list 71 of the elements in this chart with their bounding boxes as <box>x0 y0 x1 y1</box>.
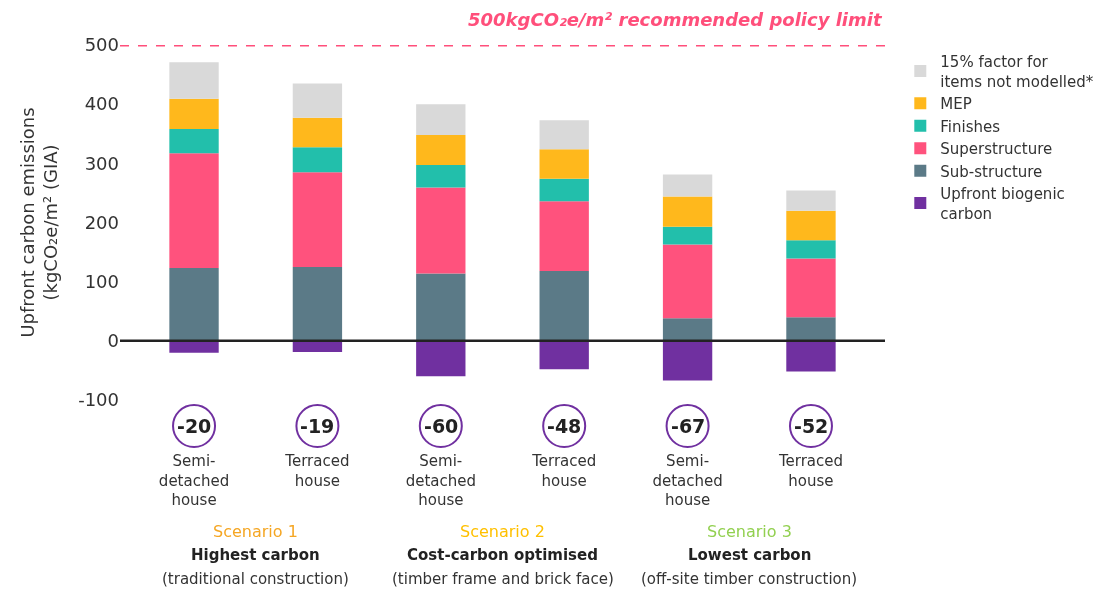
bar <box>662 174 713 197</box>
bar <box>662 244 713 319</box>
text: (timber frame and brick face) <box>392 570 614 588</box>
bar <box>416 340 466 377</box>
bar <box>786 340 836 372</box>
bar <box>786 210 836 241</box>
bar <box>539 271 589 341</box>
y-tick-label: 500 <box>84 34 119 56</box>
bar <box>292 266 343 341</box>
bar <box>292 117 343 148</box>
bar <box>292 83 343 118</box>
legend-label: 15% factor for items not modelled* <box>940 53 1094 91</box>
bar <box>416 165 466 188</box>
bar <box>662 226 713 245</box>
ref-line-label: 500kgCO₂e/m² recommended policy limit <box>468 9 883 30</box>
y-tick-label: 400 <box>84 93 119 115</box>
y-tick-label: -100 <box>78 389 119 411</box>
bar <box>786 240 836 259</box>
x-tick-label: Semi- detached house <box>405 452 476 509</box>
bar <box>416 273 466 341</box>
data-label: -19 <box>300 415 335 437</box>
bar <box>416 104 466 135</box>
bar <box>416 134 466 166</box>
bar <box>539 178 589 202</box>
bar <box>169 340 219 353</box>
bar <box>539 149 589 179</box>
bar <box>292 147 343 173</box>
bar <box>169 98 219 130</box>
bar <box>786 317 836 341</box>
text: Scenario 3 <box>707 522 792 541</box>
text: Scenario 2 <box>460 522 545 541</box>
bar <box>786 190 836 211</box>
bar <box>539 120 589 150</box>
data-label: -60 <box>424 415 459 437</box>
text: (off-site timber construction) <box>641 570 858 588</box>
bar <box>169 153 219 269</box>
y-tick-label: 100 <box>84 270 119 292</box>
bar <box>539 340 589 370</box>
text: Scenario 1 <box>213 522 298 541</box>
x-tick-label: Terraced house <box>777 452 844 490</box>
bar <box>292 172 343 267</box>
data-label: -48 <box>547 415 582 437</box>
bar <box>662 318 713 341</box>
legend-label: Sub-structure <box>940 162 1043 181</box>
y-tick-label: 200 <box>84 211 119 233</box>
y-tick-label: 300 <box>84 152 119 174</box>
y-tick-label: 0 <box>107 330 119 352</box>
data-label: -67 <box>671 415 706 437</box>
legend-label: Upfront biogenic carbon <box>940 185 1065 223</box>
bar <box>662 196 713 227</box>
text: Lowest carbon <box>688 546 812 564</box>
x-tick-label: Terraced house <box>284 452 350 490</box>
bar <box>416 187 466 274</box>
text: Cost-carbon optimised <box>407 546 598 564</box>
bar <box>786 258 836 318</box>
x-tick-label: Semi- detached house <box>158 452 230 509</box>
legend-label: MEP <box>940 95 972 114</box>
text: Highest carbon <box>191 546 320 564</box>
legend-label: Finishes <box>940 117 1001 136</box>
bar <box>662 340 713 381</box>
legend-label: Superstructure <box>940 140 1053 159</box>
x-tick-label: Semi- detached house <box>652 452 723 509</box>
bar <box>539 201 589 272</box>
bar <box>169 62 219 99</box>
x-tick-label: Terraced house <box>531 452 597 490</box>
data-label: -52 <box>794 415 829 437</box>
y-axis-title: Upfront carbon emissions (kgCO₂e/m² (GIA) <box>16 107 62 338</box>
bar <box>169 268 219 341</box>
data-label: -20 <box>177 415 212 437</box>
text: (traditional construction) <box>162 570 349 588</box>
bar <box>169 129 219 154</box>
